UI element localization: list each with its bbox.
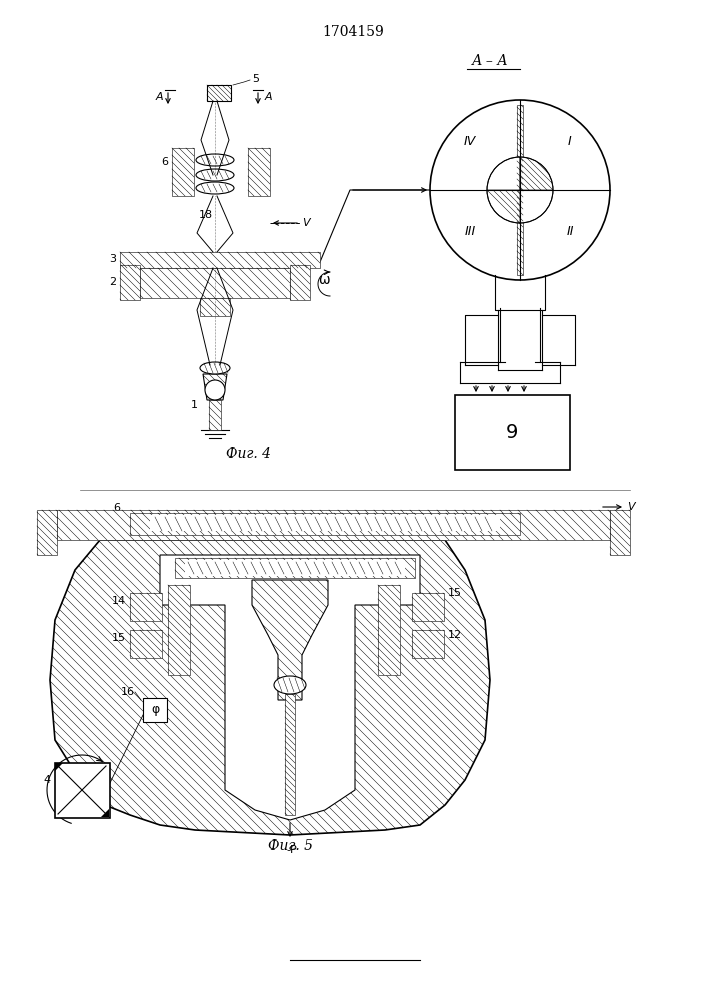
- Polygon shape: [50, 540, 490, 835]
- Text: 15: 15: [448, 588, 462, 598]
- Bar: [207, 85, 231, 101]
- Text: 4: 4: [44, 775, 51, 785]
- Ellipse shape: [196, 169, 234, 181]
- Bar: [290, 265, 310, 300]
- Bar: [55, 763, 110, 818]
- Bar: [209, 400, 221, 430]
- Circle shape: [205, 380, 225, 400]
- Bar: [150, 515, 500, 531]
- Text: I: I: [568, 135, 572, 148]
- Bar: [185, 560, 405, 576]
- Text: 1704159: 1704159: [322, 25, 384, 39]
- Text: 18: 18: [199, 210, 213, 220]
- Wedge shape: [520, 157, 553, 190]
- Polygon shape: [160, 555, 420, 820]
- Text: V: V: [302, 218, 310, 228]
- Bar: [130, 593, 162, 621]
- Bar: [517, 105, 523, 275]
- Bar: [37, 510, 57, 555]
- Text: ω: ω: [318, 273, 329, 287]
- Text: A: A: [156, 92, 163, 102]
- Text: 6: 6: [161, 157, 168, 167]
- Polygon shape: [101, 809, 109, 817]
- Bar: [130, 513, 520, 535]
- Bar: [455, 395, 570, 470]
- Bar: [412, 630, 444, 658]
- Circle shape: [430, 100, 610, 280]
- Text: 5: 5: [252, 74, 259, 84]
- Text: II: II: [566, 225, 574, 238]
- Bar: [168, 585, 190, 675]
- Text: φ: φ: [151, 704, 159, 716]
- Text: III: III: [464, 225, 476, 238]
- Text: 14: 14: [112, 596, 126, 606]
- Ellipse shape: [274, 676, 306, 694]
- Text: 17: 17: [325, 795, 339, 805]
- Bar: [378, 585, 400, 675]
- Text: А – А: А – А: [472, 54, 508, 68]
- Text: 3: 3: [109, 254, 116, 264]
- Text: IV: IV: [464, 135, 476, 148]
- Text: 16: 16: [121, 687, 135, 697]
- Text: Фиг. 4: Фиг. 4: [226, 447, 271, 461]
- Text: V: V: [627, 502, 635, 512]
- Text: 12: 12: [448, 630, 462, 640]
- Text: A: A: [265, 92, 273, 102]
- Polygon shape: [55, 763, 63, 771]
- Bar: [610, 510, 630, 555]
- Bar: [140, 268, 290, 298]
- Bar: [172, 148, 194, 196]
- Text: 9: 9: [506, 422, 518, 442]
- Text: -P: -P: [286, 845, 298, 855]
- Ellipse shape: [196, 154, 234, 166]
- Bar: [200, 298, 230, 316]
- Wedge shape: [487, 157, 520, 190]
- Bar: [57, 510, 610, 540]
- Ellipse shape: [200, 362, 230, 374]
- Text: 15: 15: [112, 633, 126, 643]
- Bar: [120, 265, 140, 300]
- Bar: [143, 698, 167, 722]
- Bar: [120, 252, 320, 268]
- Text: Фиг. 5: Фиг. 5: [267, 839, 312, 853]
- Text: 6: 6: [113, 503, 120, 513]
- Bar: [285, 694, 295, 815]
- Polygon shape: [203, 374, 227, 400]
- Bar: [412, 593, 444, 621]
- Bar: [175, 558, 415, 578]
- Ellipse shape: [196, 182, 234, 194]
- Bar: [248, 148, 270, 196]
- Bar: [130, 630, 162, 658]
- Polygon shape: [252, 580, 328, 700]
- Text: 2: 2: [109, 277, 116, 287]
- Wedge shape: [487, 190, 520, 223]
- Wedge shape: [520, 190, 553, 223]
- Text: 1: 1: [191, 400, 198, 410]
